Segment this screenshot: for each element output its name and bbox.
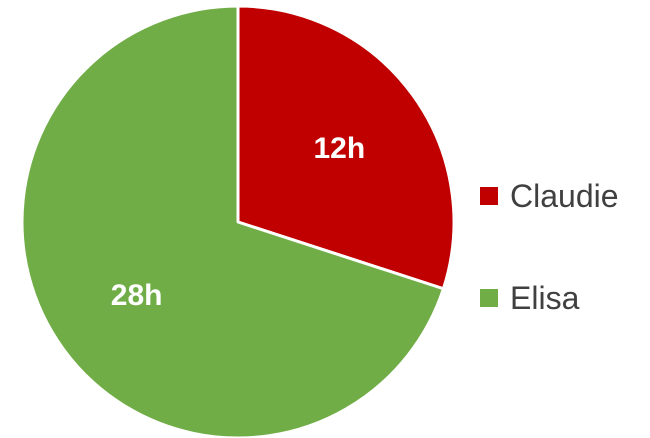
legend: Claudie Elisa [480, 172, 619, 322]
pie-slice-elisa [20, 4, 445, 438]
legend-swatch-claudie [480, 187, 498, 205]
data-label-claudie: 12h [314, 132, 366, 165]
pie-data-labels: 12h 28h [111, 132, 365, 312]
data-label-elisa: 28h [111, 279, 163, 312]
legend-item-elisa: Elisa [480, 274, 619, 322]
pie-slices [20, 4, 456, 438]
pie-slice-claudie [236, 4, 456, 291]
legend-swatch-elisa [480, 289, 498, 307]
legend-label-claudie: Claudie [510, 178, 619, 214]
legend-label-elisa: Elisa [510, 280, 580, 316]
legend-item-claudie: Claudie [480, 172, 619, 220]
